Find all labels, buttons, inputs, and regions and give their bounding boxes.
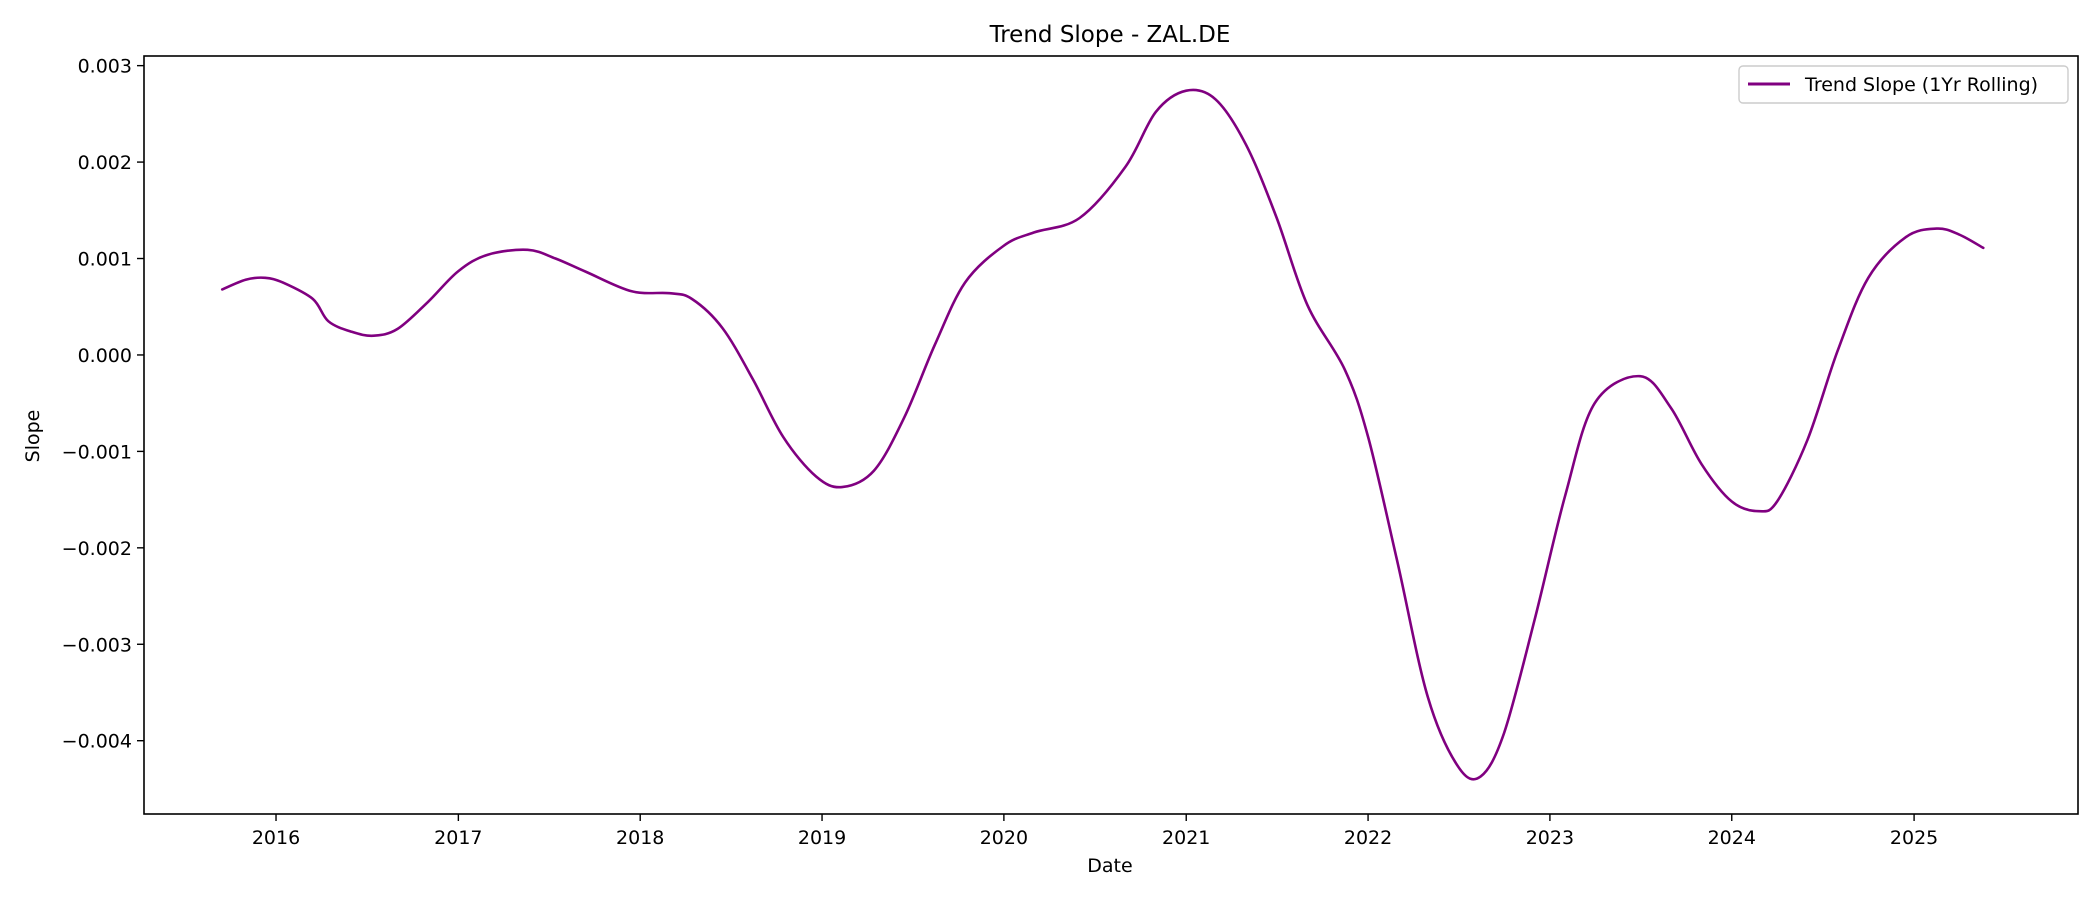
x-tick-label: 2020 — [980, 827, 1028, 849]
legend: Trend Slope (1Yr Rolling) — [1738, 65, 2069, 104]
y-axis-ticks: 0.003 0.002 0.001 0.000 −0.001 −0.002 −0.003 −0… — [62, 56, 144, 753]
series-line — [220, 88, 1985, 781]
x-tick-label: 2023 — [1526, 827, 1574, 849]
y-tick-label: 0.003 — [78, 56, 132, 78]
x-tick-label: 2021 — [1162, 827, 1210, 849]
x-axis-label: Date — [1087, 855, 1132, 877]
x-tick-label: 2022 — [1344, 827, 1392, 849]
x-tick-label: 2016 — [252, 827, 300, 849]
y-tick-label: −0.003 — [62, 634, 132, 656]
y-tick-label: 0.002 — [78, 152, 132, 174]
x-tick-label: 2024 — [1708, 827, 1756, 849]
legend-box — [1738, 65, 2069, 104]
x-axis-ticks: 2016 2017 2018 2019 2020 2021 2022 2023 2024 2025 — [252, 814, 1938, 849]
y-tick-label: −0.004 — [62, 731, 132, 753]
x-tick-label: 2025 — [1890, 827, 1938, 849]
y-tick-label: −0.002 — [62, 538, 132, 560]
y-tick-label: −0.001 — [62, 441, 132, 463]
series-layer — [220, 88, 1985, 781]
y-axis-label: Slope — [22, 410, 44, 463]
chart-title: Trend Slope - ZAL.DE — [989, 22, 1231, 48]
x-tick-label: 2019 — [798, 827, 846, 849]
legend-entry-label: Trend Slope (1Yr Rolling) — [1804, 74, 2038, 96]
y-tick-label: 0.000 — [78, 345, 132, 367]
y-tick-label: 0.001 — [78, 249, 132, 271]
x-tick-label: 2018 — [616, 827, 664, 849]
plot-area-frame — [143, 55, 2079, 815]
x-tick-label: 2017 — [434, 827, 482, 849]
